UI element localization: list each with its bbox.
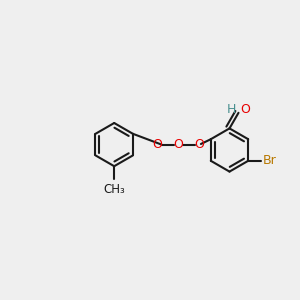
- Text: O: O: [152, 138, 162, 151]
- Text: Br: Br: [262, 154, 276, 167]
- Text: H: H: [227, 103, 237, 116]
- Text: O: O: [240, 103, 250, 116]
- Text: O: O: [173, 138, 183, 151]
- Text: CH₃: CH₃: [103, 183, 125, 196]
- Text: O: O: [194, 138, 204, 151]
